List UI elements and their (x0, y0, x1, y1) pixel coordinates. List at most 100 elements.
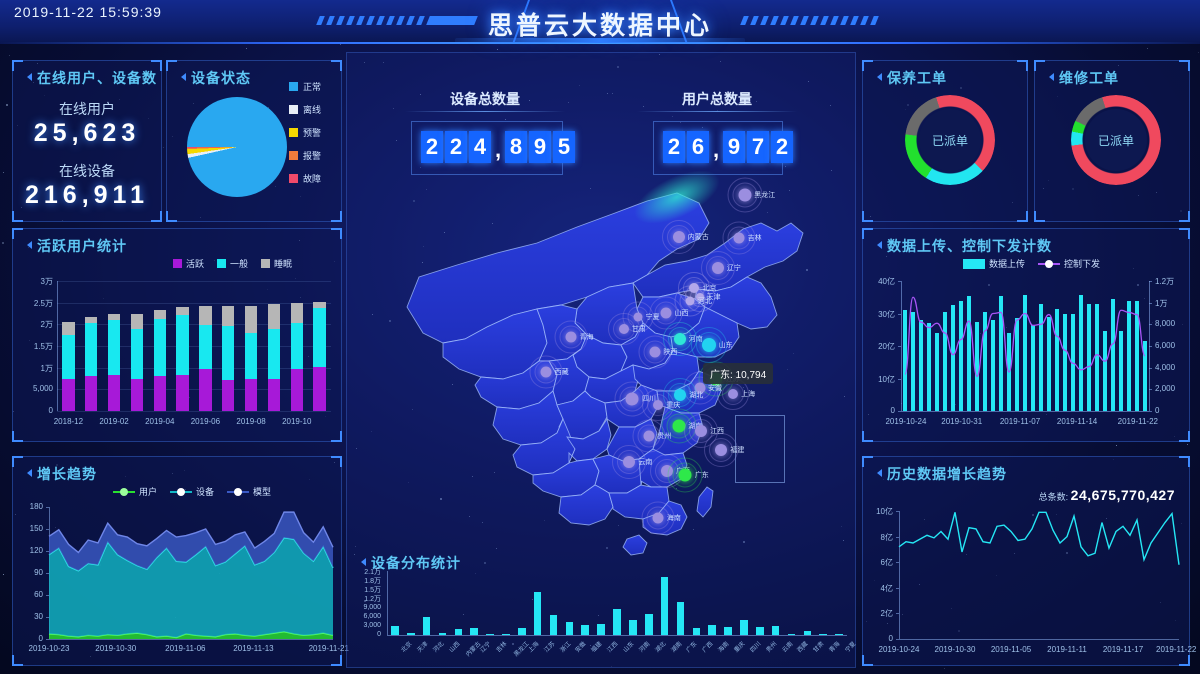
map-marker[interactable] (618, 324, 629, 335)
map-marker[interactable] (565, 331, 577, 343)
pie-legend-item[interactable]: 预警 (289, 121, 321, 144)
bar[interactable] (740, 620, 748, 635)
bar[interactable] (644, 614, 653, 635)
bar[interactable] (1054, 308, 1060, 411)
bar-segment[interactable] (244, 378, 258, 411)
bar[interactable] (918, 320, 924, 411)
map-marker[interactable] (623, 455, 636, 468)
pie-legend-item[interactable]: 正常 (289, 75, 321, 98)
bar[interactable] (438, 632, 447, 635)
bar[interactable] (1142, 341, 1148, 411)
bar[interactable] (1030, 324, 1036, 411)
bar-segment[interactable] (176, 307, 189, 316)
growth-area-chart[interactable]: 0 30 60 90 120 150 180 2019-10-23 2019-10-30 2019… (13, 499, 349, 661)
bar[interactable] (1046, 316, 1052, 411)
bar-segment[interactable] (85, 316, 98, 324)
bar[interactable] (422, 617, 431, 635)
pie-legend-item[interactable]: 离线 (289, 98, 321, 121)
bar-segment[interactable] (130, 313, 144, 329)
bar-segment[interactable] (290, 368, 303, 411)
bar-segment[interactable] (290, 323, 303, 369)
map-marker[interactable] (715, 444, 728, 457)
map-marker[interactable] (711, 261, 724, 274)
bar[interactable] (934, 333, 940, 411)
bar[interactable] (787, 634, 796, 635)
bar-segment[interactable] (130, 378, 144, 411)
map-marker[interactable] (674, 388, 687, 401)
bar[interactable] (902, 310, 908, 411)
bar[interactable] (502, 633, 510, 635)
map-marker[interactable] (625, 392, 639, 406)
map-marker[interactable] (540, 366, 552, 378)
history-line[interactable] (898, 511, 1180, 565)
bar[interactable] (982, 311, 988, 411)
bar[interactable] (1070, 313, 1076, 411)
bar[interactable] (613, 609, 621, 635)
bar[interactable] (533, 592, 542, 635)
bar[interactable] (1118, 331, 1124, 411)
bar-segment[interactable] (222, 325, 235, 381)
bar[interactable] (942, 311, 948, 411)
bar-segment[interactable] (107, 314, 121, 321)
bar[interactable] (910, 311, 916, 411)
bar-segment[interactable] (107, 375, 121, 411)
map-province-shape[interactable] (622, 534, 648, 556)
bar[interactable] (581, 625, 590, 635)
legend-item-upload[interactable]: 控制下发 (1038, 257, 1100, 270)
bar[interactable] (549, 614, 558, 635)
map-marker[interactable] (738, 188, 752, 202)
bar-segment[interactable] (222, 306, 235, 326)
bar-segment[interactable] (244, 306, 258, 334)
bar[interactable] (692, 628, 701, 635)
bar[interactable] (755, 626, 764, 635)
legend-item-growth[interactable]: 用户 (113, 485, 157, 498)
bar-segment[interactable] (267, 328, 281, 379)
bar-segment[interactable] (153, 319, 166, 376)
bar-segment[interactable] (290, 302, 303, 324)
pie-legend-item[interactable]: 报警 (289, 144, 321, 167)
bar[interactable] (1014, 318, 1020, 411)
device-distribution-chart[interactable]: 0 3,000 6,000 9,000 1.2万 1.5万 1.8万 2.1万 北京 天津 河北 山西… (347, 567, 857, 667)
bar[interactable] (660, 577, 669, 635)
bar[interactable] (1126, 300, 1132, 411)
bar-segment[interactable] (176, 375, 189, 411)
bar-segment[interactable] (222, 380, 235, 411)
map-marker[interactable] (678, 468, 692, 482)
map-marker[interactable] (649, 346, 661, 358)
bar-segment[interactable] (85, 323, 98, 377)
bar[interactable] (724, 627, 732, 635)
bar-segment[interactable] (199, 324, 212, 370)
map-marker[interactable] (733, 232, 745, 244)
bar-segment[interactable] (107, 320, 121, 376)
area-series[interactable] (49, 512, 333, 571)
bar-segment[interactable] (153, 310, 166, 320)
bar[interactable] (1062, 313, 1068, 411)
bar[interactable] (454, 628, 463, 635)
legend-item-growth[interactable]: 设备 (170, 485, 214, 498)
bar[interactable] (966, 295, 972, 411)
bar[interactable] (835, 634, 843, 635)
pie-legend-item[interactable]: 故障 (289, 167, 321, 190)
upload-control-chart[interactable]: 0 10亿 20亿 30亿 40亿 0 2,000 4,000 6,000 8,000 1万 1.2万… (863, 273, 1189, 437)
legend-item-upload[interactable]: 数据上传 (963, 257, 1025, 270)
bar[interactable] (391, 625, 399, 635)
bar-segment[interactable] (130, 328, 144, 379)
bar-segment[interactable] (267, 378, 281, 411)
bar[interactable] (1094, 303, 1100, 411)
map-marker[interactable] (685, 296, 695, 306)
map-marker[interactable] (653, 399, 664, 410)
bar[interactable] (676, 602, 685, 635)
history-line-chart[interactable]: 0 2亿 4亿 6亿 8亿 10亿 2019-10-24 2019-10-30 2019-11-… (863, 505, 1196, 663)
bar-segment[interactable] (62, 322, 75, 336)
bar[interactable] (958, 300, 964, 411)
map-province-shape[interactable] (696, 486, 714, 518)
bar[interactable] (926, 323, 932, 411)
bar-segment[interactable] (313, 301, 326, 309)
bar[interactable] (998, 295, 1004, 411)
bar[interactable] (518, 627, 526, 635)
bar-segment[interactable] (267, 303, 281, 329)
map-marker[interactable] (728, 389, 739, 400)
bar-segment[interactable] (62, 379, 75, 411)
bar[interactable] (771, 626, 780, 635)
legend-item-growth[interactable]: 模型 (227, 485, 271, 498)
